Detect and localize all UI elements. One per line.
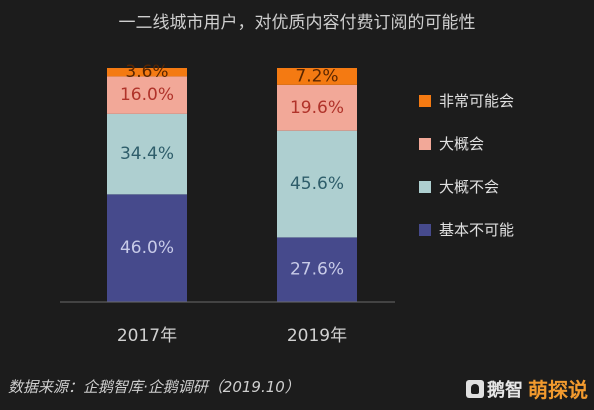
logo: 鹅智 萌探说 [466,374,588,403]
legend-swatch [419,95,431,107]
data-label: 45.6% [290,174,344,194]
bar-segment [107,113,187,195]
legend-swatch [419,181,431,193]
legend-label: 基本不可能 [439,221,514,239]
data-label: 16.0% [120,85,174,105]
legend-swatch [419,138,431,150]
category-labels: 2017年 2019年 [117,326,347,346]
legend-swatch [419,224,431,236]
data-label: 7.2% [295,66,338,86]
category-label: 2017年 [117,326,177,346]
bar-segment [277,68,357,85]
bar-segment [107,76,187,114]
watermark: 萌探说 [528,378,588,402]
data-label: 27.6% [290,260,344,280]
legend-label: 大概会 [439,135,484,153]
source-note: 数据来源：企鹅智库·企鹅调研（2019.10） [8,378,300,396]
stacked-bar-chart: 46.0% 34.4% 16.0% 3.6% 27.6% 45.6% 19.6% 7.2% 2… [60,62,514,346]
logo-text: 鹅智 [487,379,523,401]
legend-label: 大概不会 [439,178,499,196]
bar-segment [277,130,357,238]
bars-group: 46.0% 34.4% 16.0% 3.6% 27.6% 45.6% 19.6% 7.2% [107,62,357,302]
data-label: 46.0% [120,238,174,258]
chart-title: 一二线城市用户，对优质内容付费订阅的可能性 [118,13,476,33]
data-label: 3.6% [125,62,168,82]
data-label: 19.6% [290,98,344,118]
penguin-logo-icon [466,379,484,398]
legend-label: 非常可能会 [439,92,514,110]
bar-segment [277,237,357,302]
bar-segment [277,84,357,131]
bar-segment [107,68,187,77]
category-label: 2019年 [287,326,347,346]
data-label: 34.4% [120,144,174,164]
bar-segment [107,194,187,302]
